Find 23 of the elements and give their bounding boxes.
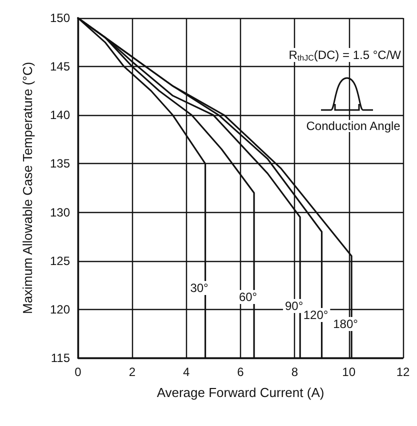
y-tick-label: 120	[50, 302, 70, 316]
y-axis-title: Maximum Allowable Case Temperature (°C)	[20, 62, 35, 314]
x-tick-label: 0	[74, 365, 82, 379]
series-label: 120°	[303, 308, 328, 322]
x-tick-label: 2	[128, 365, 136, 379]
series-label: 90°	[285, 299, 304, 313]
x-tick-label: 10	[342, 365, 356, 379]
y-tick-label: 115	[50, 351, 70, 365]
annotation: Conduction Angle	[306, 119, 401, 133]
x-tick-label: 8	[291, 365, 298, 379]
y-tick-label: 140	[50, 108, 70, 122]
series-label: 30°	[190, 281, 209, 295]
series-label: 180°	[333, 317, 358, 331]
y-tick-label: 150	[50, 11, 70, 25]
y-tick-label: 135	[50, 156, 70, 171]
x-tick-label: 6	[237, 365, 244, 379]
y-tick-label: 125	[50, 254, 70, 268]
y-tick-label: 145	[50, 60, 70, 74]
x-tick-label: 4	[182, 365, 190, 379]
x-axis-title: Average Forward Current (A)	[156, 385, 324, 400]
series-label: 60°	[238, 290, 258, 304]
x-tick-label: 12	[396, 365, 410, 379]
y-tick-label: 130	[50, 205, 70, 220]
